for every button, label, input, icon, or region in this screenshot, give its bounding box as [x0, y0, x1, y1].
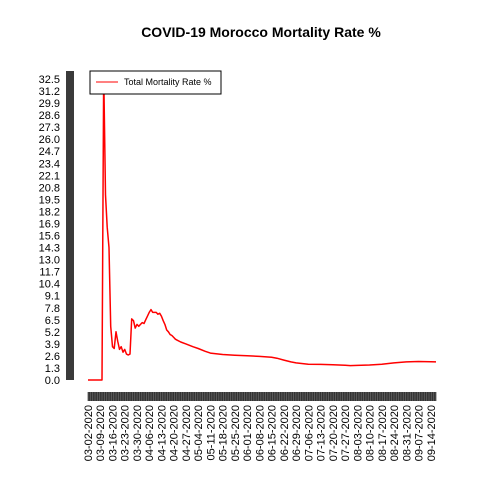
y-tick-label: 9.1: [45, 291, 60, 303]
y-tick-label: 7.8: [45, 303, 60, 315]
x-axis: 03-02-2020 03-09-2020 03-16-2020 03-23-2020…: [83, 405, 438, 461]
x-tick-label: 04-06-2020: [144, 405, 156, 461]
x-tick-label: 03-30-2020: [132, 405, 144, 461]
y-tick-label: 2.6: [45, 351, 60, 363]
y-axis: 0.01.32.63.95.26.57.89.110.411.713.014.3…: [39, 74, 60, 387]
legend: Total Mortality Rate %: [90, 71, 221, 94]
x-tick-label: 08-24-2020: [389, 405, 401, 461]
x-tick-label: 09-07-2020: [414, 405, 426, 461]
y-tick-label: 15.6: [39, 231, 60, 243]
x-tick-label: 04-27-2020: [181, 405, 193, 461]
x-tick-label: 05-11-2020: [205, 405, 217, 460]
x-tick-label: 07-06-2020: [303, 405, 315, 461]
x-tick-label: 07-27-2020: [340, 405, 352, 461]
x-tick-label: 05-04-2020: [193, 405, 205, 461]
y-tick-label: 28.6: [39, 110, 60, 122]
x-tick-label: 09-14-2020: [426, 405, 438, 461]
y-tick-label: 24.7: [39, 146, 60, 158]
y-axis-band: [66, 71, 74, 380]
x-tick-label: 06-29-2020: [291, 405, 303, 461]
chart-title: COVID-19 Morocco Mortality Rate %: [141, 24, 381, 40]
y-tick-label: 27.3: [39, 122, 60, 134]
y-tick-label: 6.5: [45, 315, 60, 327]
x-tick-label: 07-13-2020: [316, 405, 328, 461]
y-tick-label: 14.3: [39, 243, 60, 255]
x-tick-label: 08-03-2020: [352, 405, 364, 461]
x-tick-label: 06-15-2020: [267, 405, 279, 461]
y-tick-label: 32.5: [39, 74, 60, 86]
legend-label: Total Mortality Rate %: [124, 77, 212, 87]
y-tick-label: 20.8: [39, 182, 60, 194]
y-tick-label: 1.3: [45, 363, 60, 375]
x-tick-label: 04-20-2020: [169, 405, 181, 461]
y-tick-label: 13.0: [39, 255, 60, 267]
x-tick-label: 08-31-2020: [401, 405, 413, 461]
x-tick-label: 06-08-2020: [254, 405, 266, 461]
y-tick-label: 22.1: [39, 170, 60, 182]
y-tick-label: 16.9: [39, 218, 60, 230]
y-tick-label: 0.0: [45, 375, 60, 387]
x-tick-label: 03-09-2020: [95, 405, 107, 461]
x-tick-label: 08-17-2020: [377, 405, 389, 461]
y-tick-label: 31.2: [39, 86, 60, 98]
y-tick-label: 23.4: [39, 158, 60, 170]
x-tick-label: 03-02-2020: [83, 405, 95, 461]
x-tick-label: 07-20-2020: [328, 405, 340, 461]
series-line-total-mortality-rate: [88, 72, 436, 380]
x-tick-label: 05-25-2020: [230, 405, 242, 461]
y-tick-label: 11.7: [39, 267, 60, 279]
y-tick-label: 29.9: [39, 98, 60, 110]
y-tick-label: 10.4: [39, 279, 60, 291]
x-tick-label: 03-23-2020: [120, 405, 132, 461]
x-tick-label: 08-10-2020: [365, 405, 377, 461]
plot-area: [88, 72, 436, 380]
y-tick-label: 3.9: [45, 339, 60, 351]
x-tick-label: 05-18-2020: [218, 405, 230, 461]
y-tick-label: 18.2: [39, 206, 60, 218]
y-tick-label: 19.5: [39, 194, 60, 206]
y-tick-label: 26.0: [39, 134, 60, 146]
x-tick-label: 06-01-2020: [242, 405, 254, 461]
y-tick-label: 5.2: [45, 327, 60, 339]
x-tick-label: 04-13-2020: [156, 405, 168, 461]
x-tick-label: 03-16-2020: [107, 405, 119, 461]
x-tick-label: 06-22-2020: [279, 405, 291, 461]
